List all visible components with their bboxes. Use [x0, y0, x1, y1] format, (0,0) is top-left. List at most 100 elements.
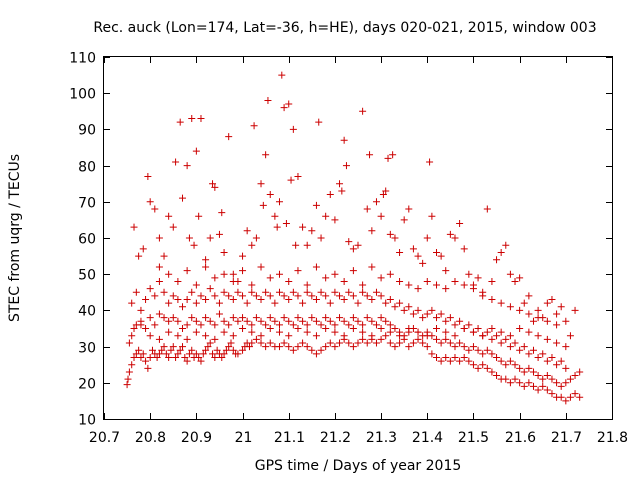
data-point — [294, 267, 302, 275]
data-point — [386, 230, 394, 238]
data-point — [405, 343, 413, 351]
data-point — [414, 285, 422, 293]
data-point — [322, 314, 330, 322]
data-point — [280, 314, 288, 322]
data-point — [195, 353, 203, 361]
data-point — [354, 241, 362, 249]
data-point — [192, 328, 200, 336]
data-point — [442, 267, 450, 275]
x-tick-label: 20.8 — [135, 430, 166, 446]
data-point — [146, 314, 154, 322]
data-point — [262, 288, 270, 296]
data-point — [488, 368, 496, 376]
data-point — [386, 321, 394, 329]
y-tick-label: 20 — [78, 377, 96, 393]
data-point — [125, 339, 133, 347]
data-point — [303, 321, 311, 329]
data-point — [202, 332, 210, 340]
data-point — [469, 285, 477, 293]
data-point — [414, 328, 422, 336]
data-point — [287, 176, 295, 184]
data-point — [386, 270, 394, 278]
data-point — [308, 227, 316, 235]
data-point — [391, 343, 399, 351]
data-point — [389, 151, 397, 159]
data-point — [340, 277, 348, 285]
data-point — [529, 317, 537, 325]
data-point — [437, 310, 445, 318]
data-point — [317, 234, 325, 242]
data-point — [243, 299, 251, 307]
data-point — [215, 299, 223, 307]
data-point — [209, 180, 217, 188]
data-point — [460, 343, 468, 351]
data-point — [548, 375, 556, 383]
data-point — [190, 241, 198, 249]
data-point — [285, 343, 293, 351]
data-point — [368, 332, 376, 340]
data-point — [525, 328, 533, 336]
data-point — [322, 343, 330, 351]
data-point — [202, 296, 210, 304]
data-point — [239, 325, 247, 332]
data-point — [259, 201, 267, 209]
data-point — [197, 292, 205, 300]
data-point — [576, 368, 584, 376]
data-point — [202, 263, 210, 271]
data-point — [169, 314, 177, 322]
data-point — [345, 321, 353, 329]
data-point — [414, 252, 422, 260]
data-point — [234, 288, 242, 296]
data-point — [543, 317, 551, 325]
data-point — [128, 299, 136, 307]
data-point — [294, 343, 302, 351]
data-points — [123, 71, 584, 405]
data-point — [155, 234, 163, 242]
data-point — [312, 332, 320, 340]
data-point — [252, 234, 260, 242]
data-point — [349, 292, 357, 300]
data-point — [239, 252, 247, 260]
x-tick-label: 21.8 — [597, 430, 628, 446]
y-tick-label: 50 — [78, 268, 96, 284]
data-point — [342, 162, 350, 170]
data-point — [257, 339, 265, 347]
data-point — [239, 292, 247, 300]
data-point — [340, 332, 348, 340]
data-point — [202, 346, 210, 354]
data-point — [155, 350, 163, 358]
data-point — [405, 281, 413, 289]
data-point — [382, 187, 390, 195]
data-point — [192, 147, 200, 155]
data-point — [153, 353, 161, 361]
data-point — [262, 321, 270, 329]
data-point — [192, 281, 200, 289]
data-point — [502, 361, 510, 369]
data-point — [553, 321, 561, 329]
data-point — [354, 339, 362, 347]
data-point — [331, 321, 339, 329]
data-point — [280, 292, 288, 300]
data-point — [264, 96, 272, 104]
data-point — [553, 361, 561, 369]
data-point — [483, 328, 491, 336]
data-point — [479, 361, 487, 369]
data-point — [539, 350, 547, 358]
data-point — [229, 332, 237, 340]
data-point — [204, 343, 212, 351]
data-point — [139, 350, 147, 358]
data-point — [183, 357, 191, 365]
data-point — [326, 339, 334, 347]
data-point — [433, 248, 441, 256]
data-point — [437, 339, 445, 347]
data-point — [250, 122, 258, 130]
data-point — [474, 364, 482, 372]
data-point — [359, 281, 367, 289]
data-point — [206, 317, 214, 325]
data-point — [340, 136, 348, 144]
data-point — [188, 346, 196, 354]
data-point — [506, 343, 514, 351]
data-point — [493, 372, 501, 380]
data-point — [428, 350, 436, 358]
